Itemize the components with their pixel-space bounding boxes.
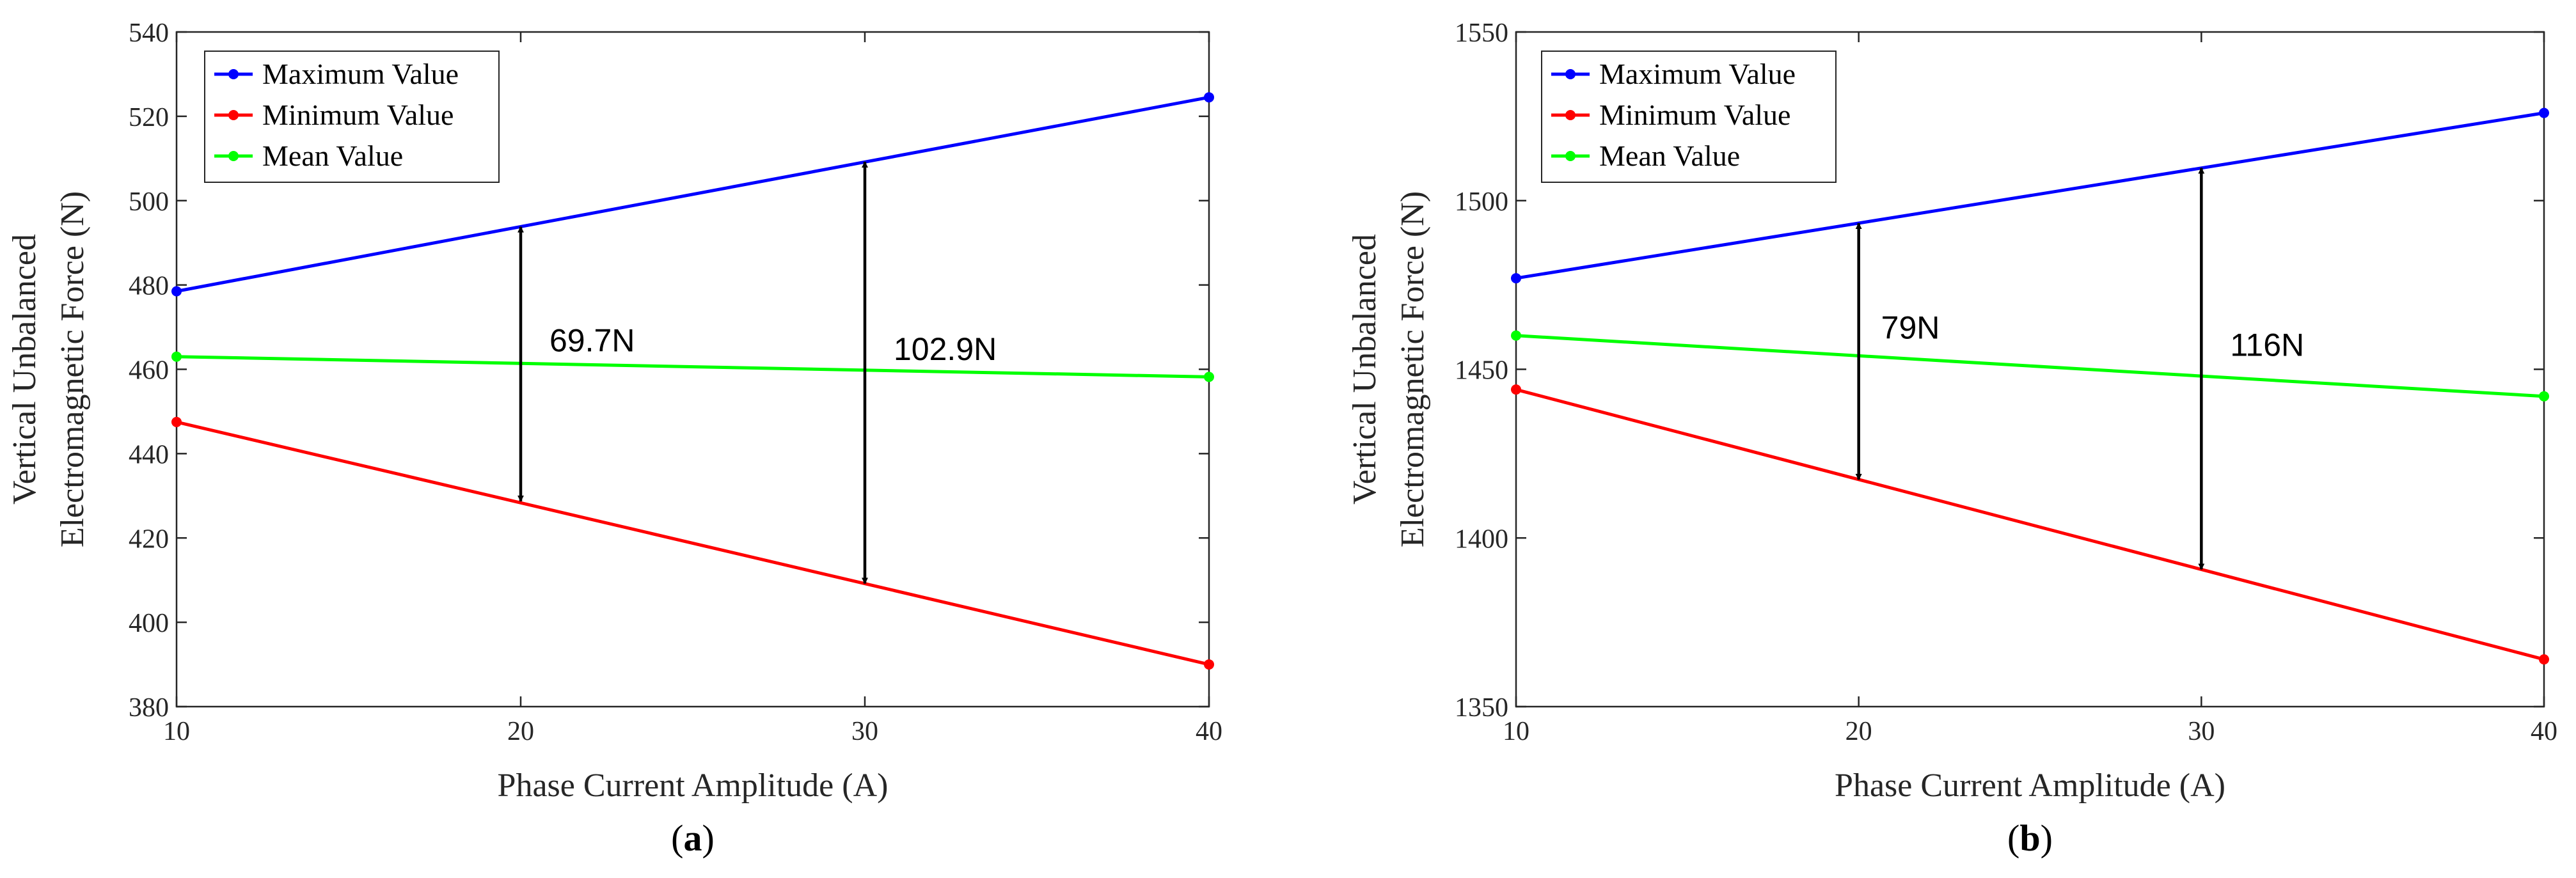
series-line-mean-value [176, 355, 1210, 379]
legend: Maximum Value Minimum Value Mean Value [1541, 51, 1837, 183]
y-tick-label: 520 [129, 103, 169, 132]
panel-label: (b) [2007, 817, 2053, 859]
y-tick-label: 1350 [1455, 693, 1508, 723]
x-tick-label: 20 [507, 717, 534, 746]
y-tick-label: 380 [129, 693, 169, 723]
range-annotation-label: 79N [1881, 310, 1940, 346]
series-line-mean-value [1515, 334, 2545, 398]
legend-entry-label: Mean Value [262, 139, 403, 172]
y-tick-label: 1550 [1455, 19, 1508, 48]
data-point [171, 351, 182, 362]
y-tick-label: 460 [129, 356, 169, 386]
y-axis-label-line: Vertical Unbalanced [1347, 234, 1383, 505]
data-point [2539, 107, 2549, 118]
legend-marker [1565, 110, 1576, 120]
legend-marker [1565, 69, 1576, 79]
data-point [2539, 391, 2549, 402]
y-tick-label: 480 [129, 272, 169, 301]
series-line-maximum-value [176, 95, 1210, 293]
legend-entry-label: Minimum Value [262, 98, 454, 131]
panel-label: (a) [671, 817, 715, 859]
legend: Maximum Value Minimum Value Mean Value [204, 51, 500, 183]
data-point [171, 286, 182, 297]
legend-entry-label: Minimum Value [1599, 98, 1790, 131]
y-tick-label: 500 [129, 187, 169, 217]
x-tick-label: 40 [1196, 717, 1222, 746]
range-annotation-label: 116N [2230, 327, 2304, 363]
y-tick-label: 1450 [1455, 356, 1508, 386]
data-point [1204, 372, 1214, 382]
range-annotation-label: 102.9N [894, 331, 997, 367]
data-point [171, 416, 182, 427]
series-line-maximum-value [1515, 111, 2545, 280]
x-axis-label: Phase Current Amplitude (A) [1835, 767, 2225, 804]
legend-marker [1565, 151, 1576, 161]
legend-entry-label: Mean Value [1599, 139, 1740, 172]
data-point [1511, 384, 1521, 395]
legend-box [204, 51, 500, 183]
y-tick-label: 400 [129, 609, 169, 638]
x-axis-label: Phase Current Amplitude (A) [498, 767, 889, 804]
legend-entry-label: Maximum Value [1599, 58, 1796, 90]
series-line-minimum-value [1515, 388, 2545, 661]
x-tick-label: 10 [1503, 717, 1529, 746]
y-tick-label: 1500 [1455, 187, 1508, 217]
x-tick-label: 20 [1845, 717, 1872, 746]
chart-panel-a: 380 400 420 440 460 480 500 520 540 10 20 30 40 Phase… [6, 19, 1222, 859]
y-axis-label-line: Electromagnetic Force (N) [1395, 191, 1431, 547]
y-tick-label: 420 [129, 524, 169, 554]
x-tick-label: 10 [163, 717, 190, 746]
legend-marker [228, 69, 239, 79]
data-point [2539, 654, 2549, 665]
y-axis-label-line: Electromagnetic Force (N) [54, 191, 91, 547]
legend-marker [228, 110, 239, 120]
legend-box [1541, 51, 1837, 183]
x-tick-label: 40 [2531, 717, 2557, 746]
y-tick-label: 1400 [1455, 524, 1508, 554]
legend-entry-label: Maximum Value [262, 58, 459, 90]
data-point [1511, 330, 1521, 341]
data-point [1511, 273, 1521, 284]
x-tick-label: 30 [2188, 717, 2215, 746]
series-line-minimum-value [176, 420, 1210, 666]
range-annotation-label: 69.7N [549, 322, 635, 358]
x-tick-label: 30 [851, 717, 878, 746]
chart-panel-b: 1350 1400 1450 1500 1550 10 20 30 40 Phase Curren… [1347, 19, 2557, 859]
y-tick-label: 440 [129, 440, 169, 469]
y-tick-label: 540 [129, 19, 169, 48]
legend-marker [228, 151, 239, 161]
y-axis-label-line: Vertical Unbalanced [6, 234, 43, 505]
data-point [1204, 92, 1214, 103]
data-point [1204, 659, 1214, 670]
